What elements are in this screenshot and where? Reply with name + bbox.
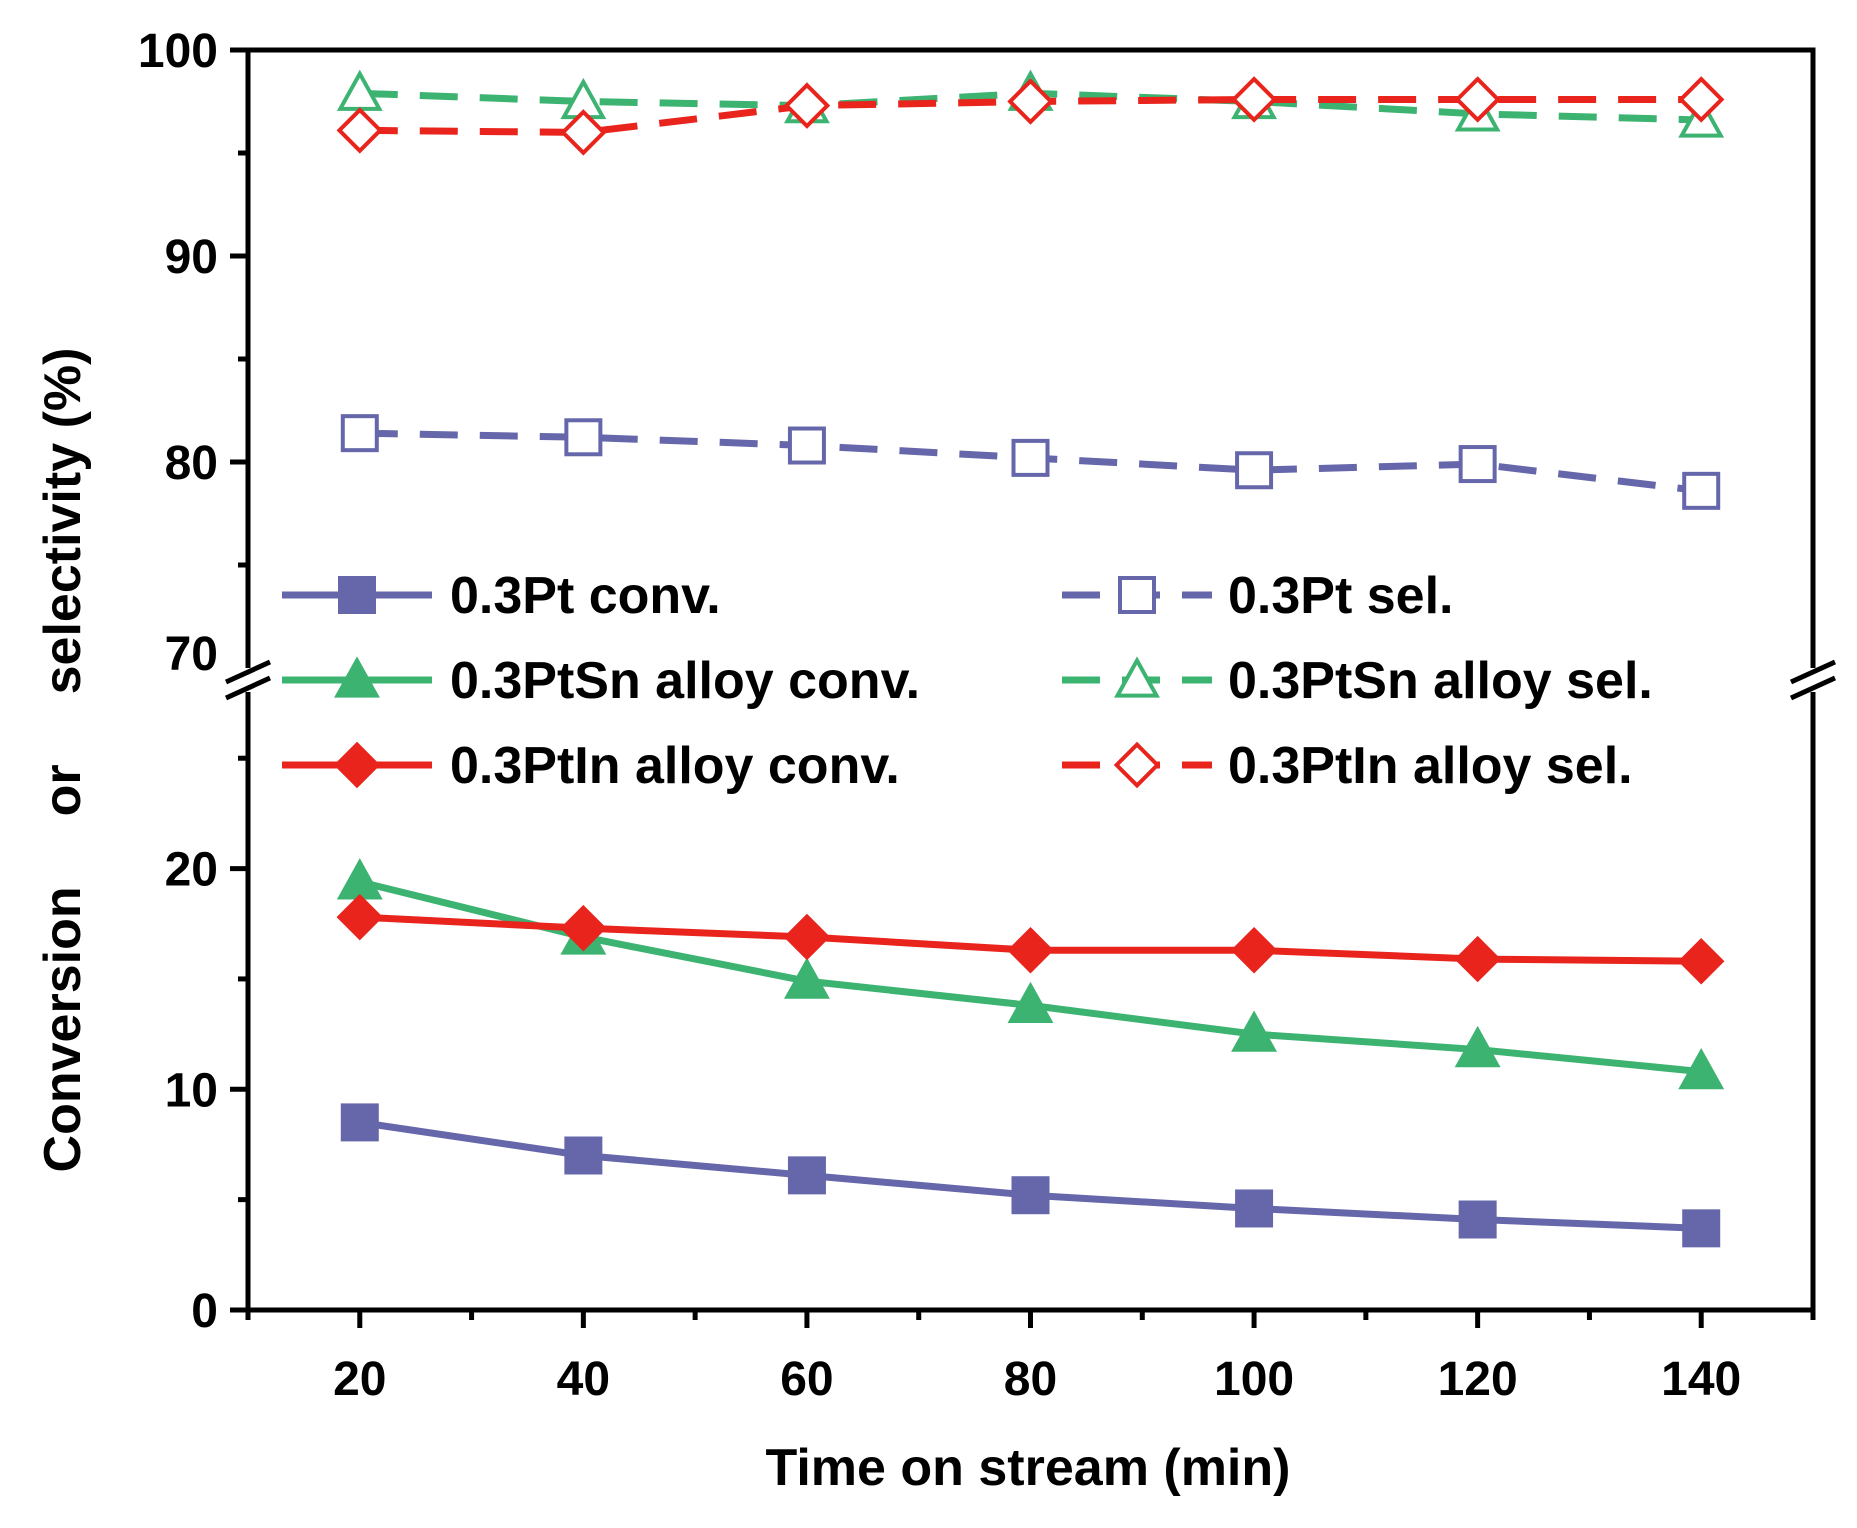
legend-item-0-3ptin-alloy-conv: 0.3PtIn alloy conv. [282,737,900,795]
x-tick-label-100: 100 [1214,1353,1294,1406]
point-0-3ptsn-alloy-conv-140 [1678,1047,1725,1090]
y-tick-label-20: 20 [165,844,218,897]
point-0-3pt-sel-20 [340,414,379,453]
legend-item-0-3pt-sel: 0.3Pt sel. [1062,567,1453,625]
legend-item-0-3ptsn-alloy-conv: 0.3PtSn alloy conv. [282,652,920,710]
point-0-3ptsn-alloy-conv-20 [336,858,383,900]
x-axis-title: Time on stream (min) [766,1439,1291,1497]
point-0-3pt-sel-100 [1235,451,1274,490]
y-tick-label-100: 100 [138,25,218,78]
axis-break-mark-left-bottom [224,675,272,701]
point-0-3pt-sel-60 [787,426,826,465]
axis-break-mark-left-top [224,659,272,685]
legend-marker-0-3ptin-alloy-sel [1113,741,1161,789]
point-0-3pt-conv-80 [1011,1176,1050,1215]
point-0-3ptsn-alloy-conv-120 [1454,1025,1501,1068]
point-0-3ptin-alloy-conv-80 [1007,927,1054,974]
legend-marker-0-3ptsn-alloy-sel [1114,656,1160,698]
x-tick-label-60: 60 [780,1353,833,1406]
point-0-3ptin-alloy-conv-40 [560,904,607,952]
legend-label-0-3pt-conv: 0.3Pt conv. [450,567,721,625]
axis-break-mark-right-bottom [1789,675,1837,701]
x-tick-label-40: 40 [557,1353,610,1406]
series-0-3ptin-alloy-sel [336,76,1725,156]
y-axis-title-part1: Conversion [34,886,92,1172]
point-0-3pt-conv-140 [1682,1209,1721,1248]
y-axis-title-part2: or [34,764,92,816]
legend-label-0-3ptin-alloy-conv: 0.3PtIn alloy conv. [450,737,900,795]
series-0-3pt-sel [340,414,1721,510]
legend-item-0-3ptsn-alloy-sel: 0.3PtSn alloy sel. [1062,652,1653,710]
point-0-3ptin-alloy-sel-120 [1454,76,1501,123]
axis-break-mark-right-top [1789,659,1837,685]
legend-item-0-3pt-conv: 0.3Pt conv. [282,567,721,625]
point-0-3ptin-alloy-conv-60 [783,913,831,961]
x-tick-label-20: 20 [333,1353,386,1406]
legend-label-0-3ptin-alloy-sel: 0.3PtIn alloy sel. [1228,737,1633,795]
y-axis-title: Conversion or selectivity (%) [34,348,92,1173]
point-0-3pt-conv-120 [1458,1200,1497,1239]
y-tick-label-80: 80 [165,437,218,490]
legend-marker-0-3pt-sel [1118,576,1156,614]
series-0-3ptin-alloy-conv [336,893,1725,985]
x-tick-label-120: 120 [1438,1353,1518,1406]
point-0-3ptin-alloy-sel-80 [1007,78,1054,125]
point-0-3pt-sel-120 [1458,445,1497,484]
series-0-3ptsn-alloy-conv [336,858,1725,1090]
legend-marker-0-3ptsn-alloy-conv [334,656,380,698]
point-0-3ptin-alloy-sel-20 [336,107,384,154]
point-0-3ptin-alloy-conv-20 [336,893,384,941]
y-tick-label-0: 0 [191,1285,218,1338]
x-tick-label-140: 140 [1661,1353,1741,1406]
point-0-3ptin-alloy-sel-40 [560,109,607,156]
legend-label-0-3ptsn-alloy-conv: 0.3PtSn alloy conv. [450,652,920,710]
x-tick-label-80: 80 [1004,1353,1057,1406]
y-tick-label-90: 90 [165,231,218,284]
point-0-3ptin-alloy-conv-100 [1230,927,1278,974]
point-0-3pt-conv-20 [340,1103,379,1142]
legend-marker-0-3pt-conv [338,576,376,614]
series-line-0-3ptsn-alloy-conv [358,878,1702,1076]
point-0-3pt-conv-40 [564,1136,603,1175]
point-0-3ptin-alloy-conv-140 [1677,938,1725,985]
point-0-3pt-conv-60 [787,1156,826,1195]
point-0-3pt-sel-80 [1011,438,1050,477]
point-0-3ptin-alloy-conv-120 [1454,935,1501,983]
point-0-3ptin-alloy-sel-140 [1677,76,1725,123]
point-0-3pt-sel-140 [1682,471,1721,510]
legend-label-0-3pt-sel: 0.3Pt sel. [1228,567,1453,625]
legend-marker-0-3ptin-alloy-conv [333,741,381,789]
point-0-3ptin-alloy-sel-60 [783,82,831,129]
point-0-3ptsn-alloy-conv-60 [783,957,830,999]
y-tick-label-70: 70 [165,628,218,681]
y-tick-label-10: 10 [165,1064,218,1117]
point-0-3ptin-alloy-sel-100 [1230,76,1278,123]
point-0-3ptsn-alloy-conv-100 [1231,1010,1278,1052]
legend-item-0-3ptin-alloy-sel: 0.3PtIn alloy sel. [1062,737,1633,795]
point-0-3pt-sel-40 [564,418,603,457]
y-axis-title-part3: selectivity (%) [34,348,92,695]
series-0-3pt-conv [340,1103,1721,1248]
point-0-3pt-conv-100 [1235,1189,1274,1228]
legend-label-0-3ptsn-alloy-sel: 0.3PtSn alloy sel. [1228,652,1653,710]
point-0-3ptsn-alloy-conv-80 [1007,981,1054,1024]
